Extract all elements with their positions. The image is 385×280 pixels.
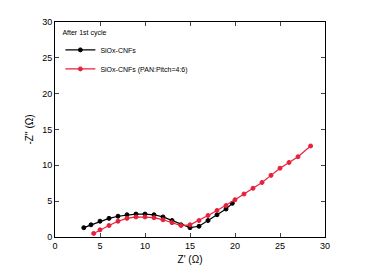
svg-text:0: 0 <box>47 232 52 242</box>
svg-text:15: 15 <box>42 125 52 135</box>
svg-text:10: 10 <box>140 241 150 251</box>
svg-text:SiOx-CNFs: SiOx-CNFs <box>100 47 136 54</box>
svg-text:SiOx-CNFs (PAN:Pitch=4:6): SiOx-CNFs (PAN:Pitch=4:6) <box>100 66 187 74</box>
svg-text:10: 10 <box>42 160 52 170</box>
svg-text:30: 30 <box>42 17 52 27</box>
svg-text:Z' (Ω): Z' (Ω) <box>178 254 203 265</box>
svg-text:5: 5 <box>47 196 52 206</box>
svg-text:-Z'' (Ω): -Z'' (Ω) <box>24 114 35 144</box>
svg-text:20: 20 <box>230 241 240 251</box>
svg-text:20: 20 <box>42 89 52 99</box>
svg-text:0: 0 <box>52 241 57 251</box>
svg-text:5: 5 <box>97 241 102 251</box>
svg-text:25: 25 <box>42 53 52 63</box>
svg-text:After 1st cycle: After 1st cycle <box>62 29 106 37</box>
svg-text:30: 30 <box>320 241 330 251</box>
svg-text:15: 15 <box>185 241 195 251</box>
svg-text:25: 25 <box>275 241 285 251</box>
